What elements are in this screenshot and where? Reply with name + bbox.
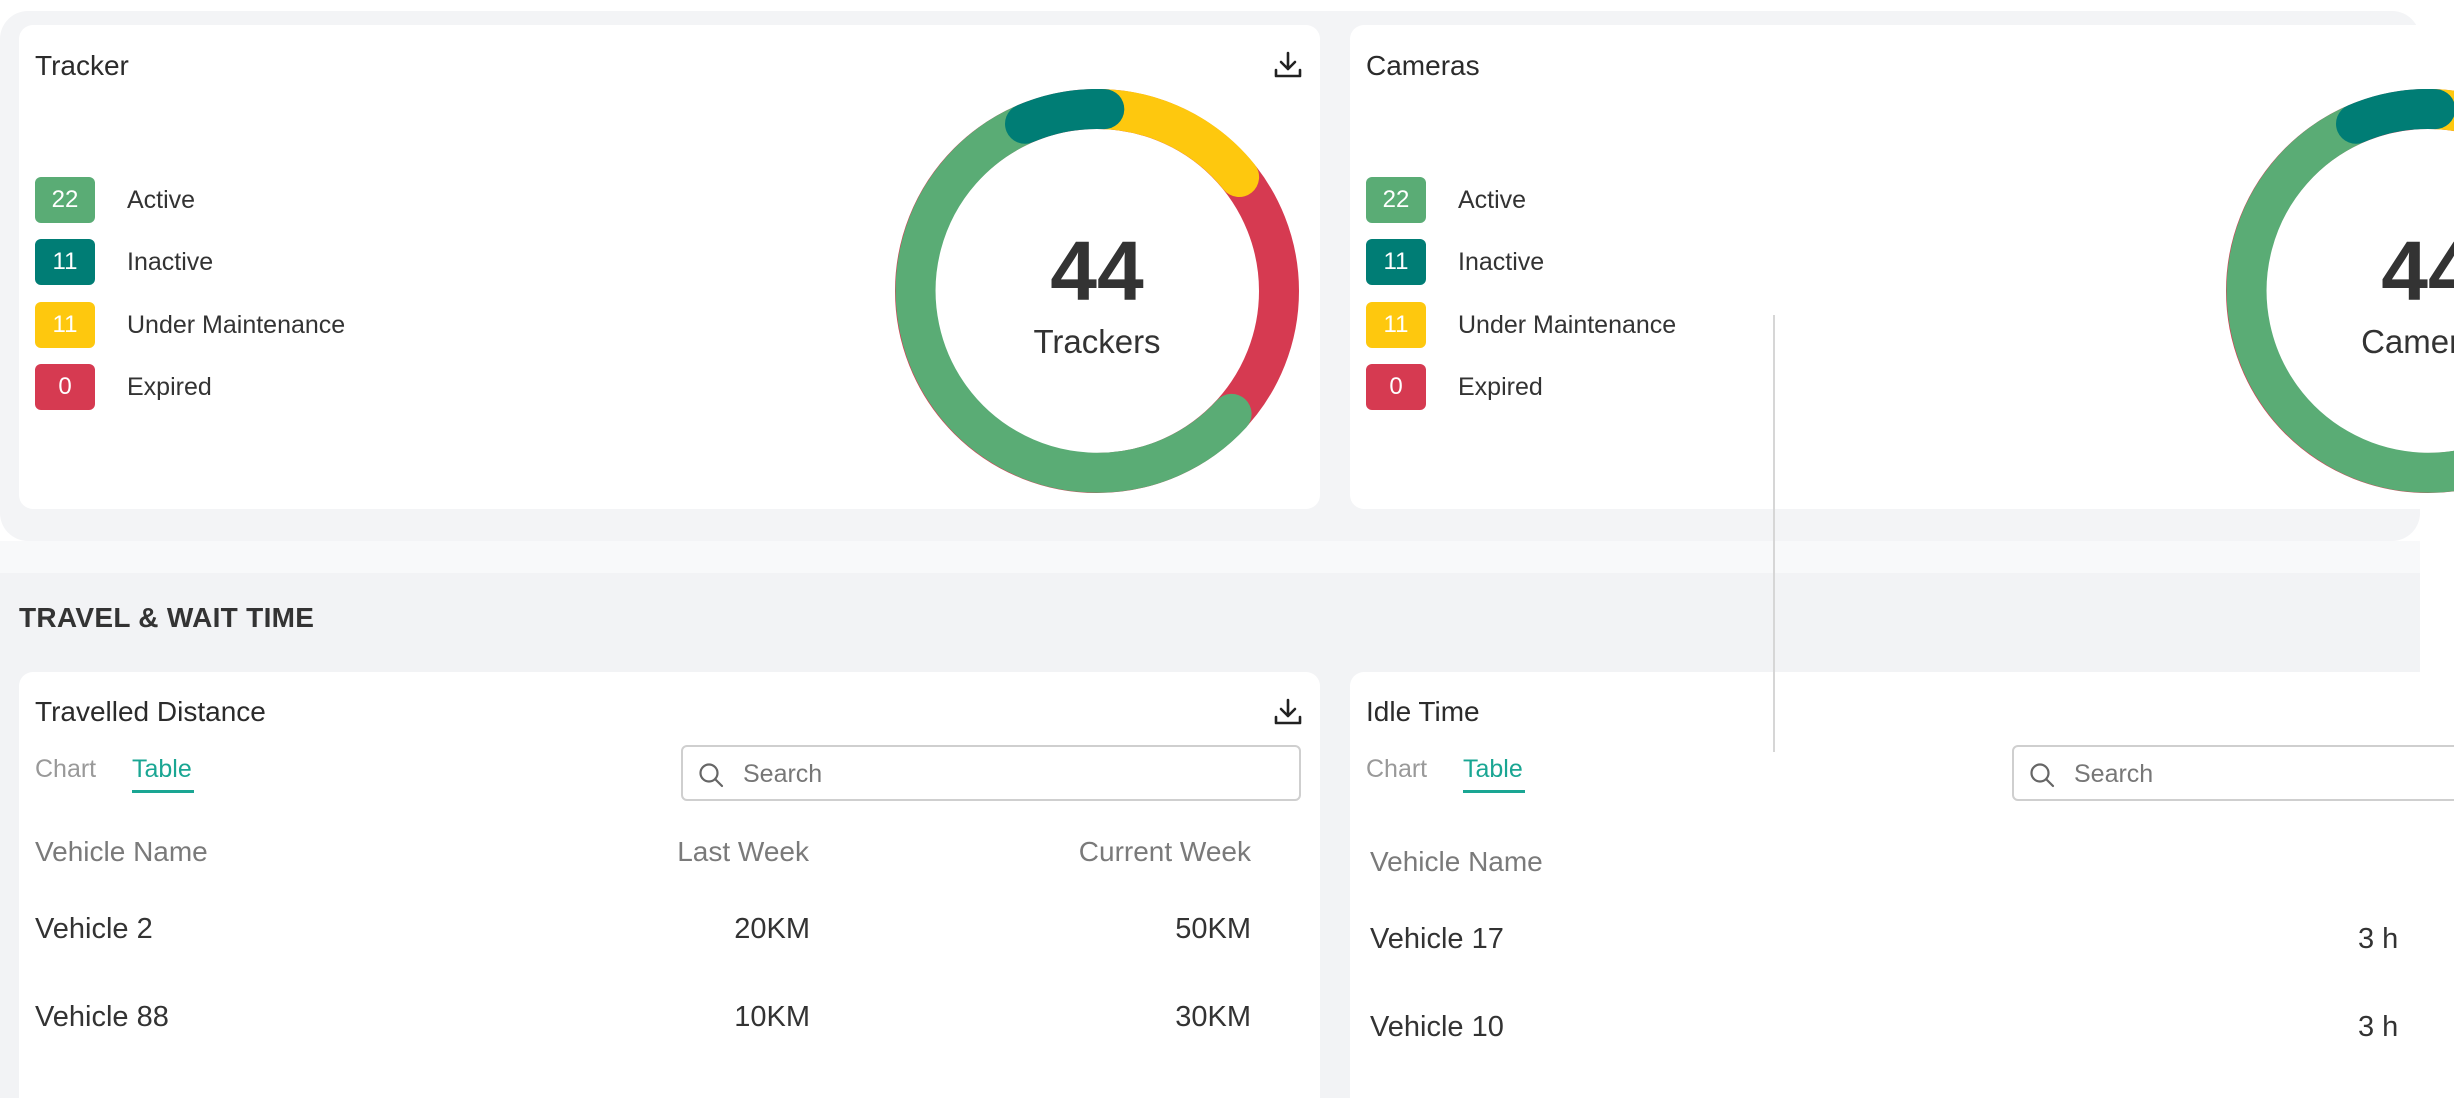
table-cell-vehicle-name: Vehicle 17 — [1370, 923, 1504, 955]
search-field[interactable] — [2012, 745, 2454, 801]
table-cell-vehicle-name: Vehicle 2 — [35, 913, 153, 945]
count-badge: 11 — [35, 302, 95, 348]
count-badge: 0 — [1366, 364, 1426, 410]
segment-maintenance — [1084, 89, 1260, 197]
table-cell-last-week: 20KM — [734, 913, 810, 945]
column-header-last-week[interactable]: Last Week — [677, 836, 809, 867]
count-badge: 11 — [35, 239, 95, 285]
table-cell-last-week: 10KM — [734, 1001, 810, 1033]
legend-label: Inactive — [127, 248, 214, 276]
tracker-donut-chart — [895, 89, 1299, 493]
search-field[interactable] — [681, 745, 1301, 801]
search-input[interactable] — [741, 755, 1289, 793]
legend-label: Under Maintenance — [1458, 311, 1677, 339]
tracker-title: Tracker — [35, 50, 129, 81]
active-tab-indicator — [1463, 790, 1525, 793]
segment-active — [895, 105, 1252, 493]
section-divider — [0, 541, 2420, 573]
idle-time-card: Idle Time Chart Table Vehicle Name Vehic… — [1350, 672, 2454, 1098]
legend-label: Inactive — [1458, 248, 1545, 276]
section-title: TRAVEL & WAIT TIME — [19, 602, 315, 633]
search-input[interactable] — [2072, 755, 2454, 793]
divider-line — [1773, 315, 1775, 752]
travelled-distance-card: Travelled Distance Chart Table Vehicle N… — [19, 672, 1320, 1098]
column-header-current-week[interactable]: Current Week — [1078, 836, 1251, 867]
column-header-vehicle-name[interactable]: Vehicle Name — [1370, 846, 1543, 877]
count-badge: 22 — [1366, 177, 1426, 223]
legend-label: Active — [127, 186, 196, 214]
legend-label: Expired — [127, 373, 212, 401]
segment-active — [2226, 105, 2454, 493]
tracker-card: Tracker 22 Active 11 Inactive 11 Under M… — [19, 25, 1320, 509]
donut-total: 44 — [2381, 224, 2454, 318]
table-cell-idle-time: 3 h — [2358, 1011, 2399, 1043]
column-header-vehicle-name[interactable]: Vehicle Name — [35, 836, 208, 867]
search-icon — [2030, 763, 2055, 788]
table-cell-current-week: 50KM — [1175, 913, 1251, 945]
cameras-title: Cameras — [1366, 50, 1480, 81]
count-badge: 11 — [1366, 239, 1426, 285]
download-icon[interactable] — [1272, 696, 1304, 728]
tab-table[interactable]: Table — [132, 755, 192, 783]
count-badge: 0 — [35, 364, 95, 410]
cameras-card: Cameras 22 Active 11 Inactive 11 Under M… — [1350, 25, 2454, 509]
table-cell-current-week: 30KM — [1175, 1001, 1251, 1033]
donut-total-label: Trackers — [1033, 323, 1161, 360]
count-badge: 11 — [1366, 302, 1426, 348]
active-tab-indicator — [132, 790, 194, 793]
count-badge: 22 — [35, 177, 95, 223]
travelled-distance-title: Travelled Distance — [35, 696, 266, 727]
table-cell-idle-time: 3 h — [2358, 923, 2399, 955]
download-icon[interactable] — [1272, 49, 1304, 81]
legend-label: Under Maintenance — [127, 311, 346, 339]
tab-table[interactable]: Table — [1463, 755, 1523, 783]
tab-chart[interactable]: Chart — [1366, 755, 1428, 783]
table-cell-vehicle-name: Vehicle 88 — [35, 1001, 169, 1033]
segment-inactive — [2336, 89, 2454, 144]
table-cell-vehicle-name: Vehicle 10 — [1370, 1011, 1504, 1043]
search-icon — [699, 763, 724, 788]
donut-total-label: Cameras — [2361, 323, 2454, 360]
idle-time-title: Idle Time — [1366, 696, 1480, 727]
donut-total: 44 — [1050, 224, 1144, 318]
legend-label: Expired — [1458, 373, 1543, 401]
tab-chart[interactable]: Chart — [35, 755, 97, 783]
legend-label: Active — [1458, 186, 1527, 214]
segment-inactive — [1005, 89, 1125, 144]
